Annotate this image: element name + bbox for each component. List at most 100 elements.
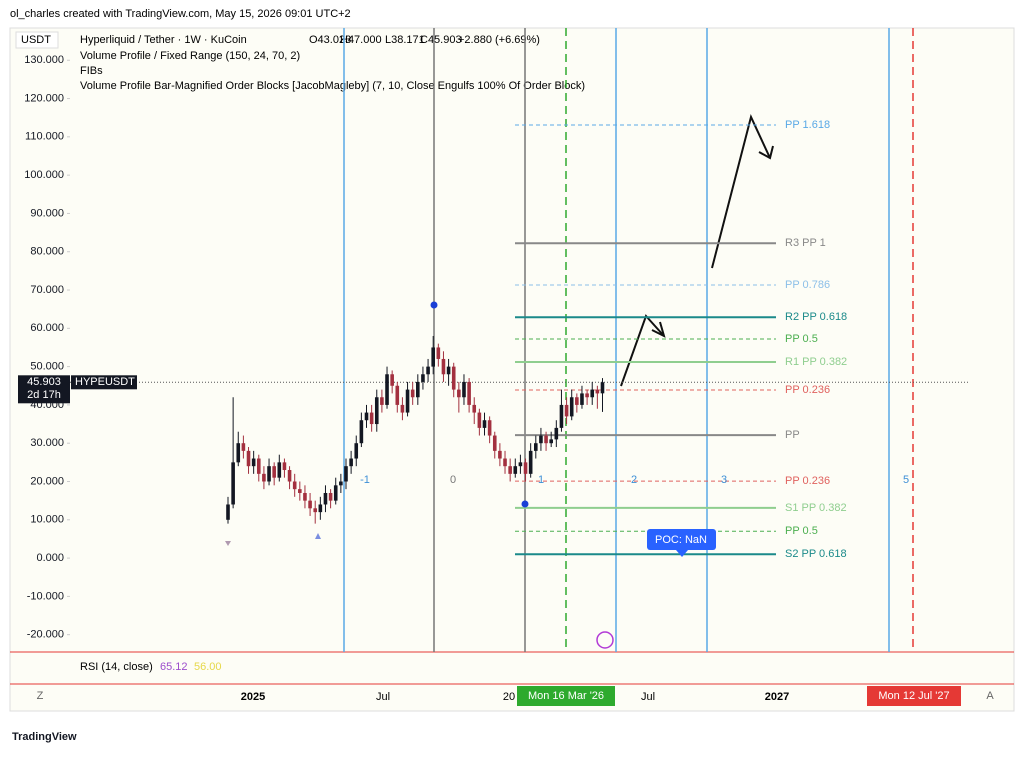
candle-body (426, 366, 430, 375)
candle-body (518, 462, 523, 467)
candle-body (282, 462, 287, 471)
candle-body (313, 508, 318, 513)
y-tick-label: 30.000 (30, 437, 64, 449)
pivot-label: R1 PP 0.382 (785, 356, 847, 368)
currency-box (15, 31, 59, 49)
candle-body (287, 470, 292, 482)
candle-body (467, 381, 471, 405)
candle-body (226, 504, 230, 520)
candle-body (359, 420, 364, 444)
candle-body (457, 389, 461, 398)
marker (315, 533, 321, 539)
candle-body (539, 435, 543, 444)
ohlc-value: O43.023 (309, 34, 351, 46)
fib-label: 1 (538, 474, 544, 486)
pivot-label: PP (785, 429, 800, 441)
candle-body (236, 443, 241, 463)
y-tick-label: 0.000 (36, 552, 64, 564)
y-tick-label: 10.000 (30, 514, 64, 526)
candle-body (534, 443, 538, 451)
symbol-title: Hyperliquid / Tether · 1W · KuCoin (80, 34, 247, 46)
fib-label: 3 (721, 474, 727, 486)
candle-body (472, 404, 477, 413)
candle-body (292, 481, 297, 490)
candle-body (487, 420, 492, 436)
y-tick-label: 110.000 (25, 131, 64, 143)
y-tick-label: 50.000 (30, 361, 64, 373)
candle-body (256, 458, 261, 474)
marker (430, 301, 438, 309)
indicator-label: Volume Profile Bar-Magnified Order Block… (80, 80, 585, 92)
y-tick-label: 90.000 (30, 207, 64, 219)
candle-body (369, 412, 374, 425)
candle-body (380, 397, 384, 405)
candle-body (513, 466, 518, 474)
candle-body (498, 450, 502, 459)
corner-button[interactable]: A (986, 690, 994, 702)
candle-body (528, 450, 533, 474)
candle-body (503, 458, 507, 467)
candle-body (523, 462, 528, 474)
pivot-label: PP 0.236 (785, 475, 830, 487)
corner-button[interactable]: Z (37, 690, 44, 702)
pivot-label: PP 0.5 (785, 333, 818, 345)
candle-body (462, 381, 466, 398)
rsi-ma: 56.00 (194, 661, 222, 673)
candle-body (246, 450, 251, 467)
pivot-label: R2 PP 0.618 (785, 311, 847, 323)
candle-body (492, 435, 497, 451)
candle-body (349, 458, 353, 467)
candle-body (431, 347, 435, 367)
x-tick-label: 2025 (241, 691, 265, 703)
logo: TradingView (12, 731, 77, 743)
symbol-label: HYPEUSDT (75, 376, 135, 388)
candle-body (405, 389, 410, 413)
candle-body (559, 404, 564, 428)
candle-body (374, 397, 379, 425)
pivot-label: PP 0.5 (785, 525, 818, 537)
poc-pointer (676, 550, 688, 557)
candle-body (390, 374, 394, 386)
y-tick-label: 80.000 (30, 246, 64, 258)
candle-body (446, 366, 451, 375)
y-tick-label: 120.000 (24, 92, 64, 104)
candle-body (575, 397, 579, 405)
chart-frame (9, 27, 1015, 712)
candle-body (251, 458, 256, 467)
y-tick-label: -20.000 (27, 629, 64, 641)
marker (225, 541, 231, 546)
candle-body (477, 412, 482, 428)
candle-body (451, 366, 456, 390)
poc-label: POC: NaN (655, 534, 707, 546)
candle-body (508, 466, 512, 474)
y-tick-label: 100.000 (24, 169, 64, 181)
attribution: ol_charles created with TradingView.com,… (10, 8, 351, 20)
candle-body (277, 462, 282, 478)
candle-body (569, 397, 574, 417)
poc-badge (647, 529, 716, 550)
candle-body (298, 489, 302, 493)
candle-body (416, 381, 420, 398)
rsi-label: RSI (14, close) (80, 661, 153, 673)
fib-label: 0 (450, 474, 456, 486)
candle-body (333, 485, 338, 501)
fib-label: -1 (360, 474, 370, 486)
candle-body (554, 427, 559, 440)
x-tick-label: Jul (641, 691, 655, 703)
candle-body (421, 374, 425, 382)
date-badge (867, 686, 961, 706)
candle-body (318, 504, 323, 513)
candle-body (410, 389, 415, 398)
candle-body (590, 389, 595, 398)
candle-body (354, 443, 359, 459)
y-tick-label: 130.000 (24, 54, 64, 66)
fib-label: 5 (903, 474, 909, 486)
x-tick-label: 2027 (765, 691, 789, 703)
ohlc-value: H47.000 (340, 34, 382, 46)
marker (521, 500, 529, 508)
candle-body (544, 435, 548, 444)
pivot-label: S2 PP 0.618 (785, 548, 847, 560)
price-badge (18, 375, 70, 404)
y-tick-label: -10.000 (27, 590, 64, 602)
countdown: 2d 17h (27, 389, 61, 401)
